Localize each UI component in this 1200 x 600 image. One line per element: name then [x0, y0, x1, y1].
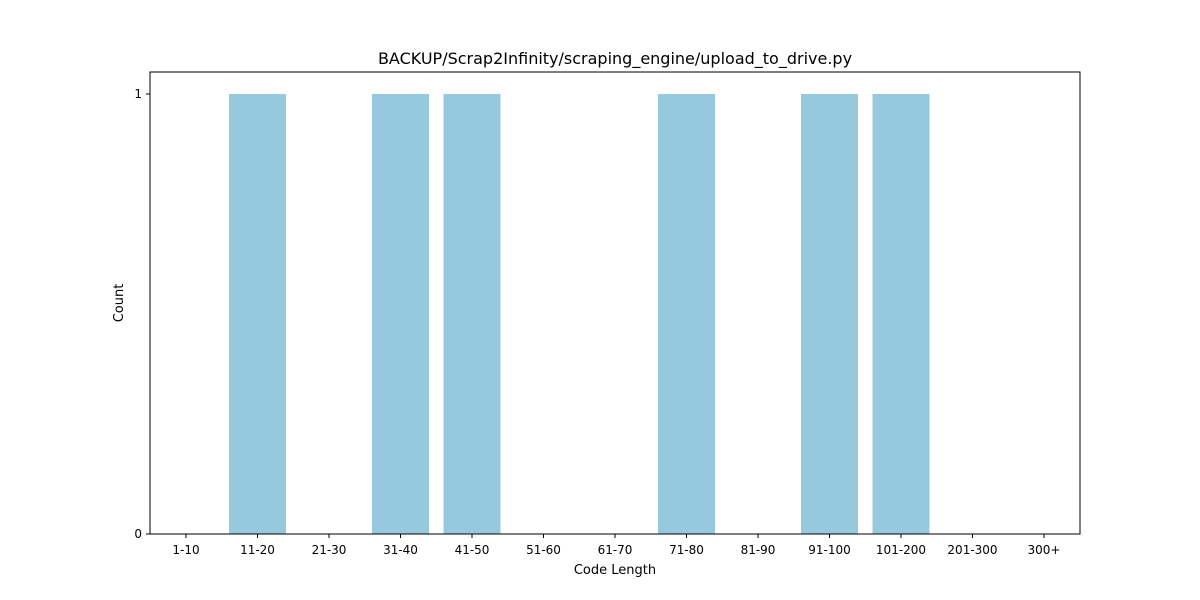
y-tick-label-0: 0 [134, 527, 142, 541]
y-tick-label-1: 1 [134, 87, 142, 101]
x-tick-label-300+: 300+ [1028, 543, 1061, 557]
x-tick-label-41-50: 41-50 [455, 543, 490, 557]
x-tick-label-1-10: 1-10 [172, 543, 199, 557]
bars-group [229, 94, 930, 534]
x-tick-label-71-80: 71-80 [669, 543, 704, 557]
x-tick-label-91-100: 91-100 [808, 543, 851, 557]
x-tick-label-51-60: 51-60 [526, 543, 561, 557]
x-tick-label-11-20: 11-20 [240, 543, 275, 557]
bar-71-80 [658, 94, 715, 534]
x-tick-label-31-40: 31-40 [383, 543, 418, 557]
bar-31-40 [372, 94, 429, 534]
x-tick-label-101-200: 101-200 [876, 543, 926, 557]
chart-title: BACKUP/Scrap2Infinity/scraping_engine/up… [378, 49, 852, 69]
bar-91-100 [801, 94, 858, 534]
bar-11-20 [229, 94, 286, 534]
x-tick-label-201-300: 201-300 [947, 543, 997, 557]
y-axis-ticks: 01 [134, 87, 150, 541]
x-axis-label: Code Length [574, 563, 656, 578]
bar-41-50 [443, 94, 501, 534]
bar-101-200 [872, 94, 930, 534]
x-tick-label-81-90: 81-90 [741, 543, 776, 557]
x-axis-ticks: 1-10 11-20 21-30 31-40 41-50 51-60 61-70 71-80 8… [172, 534, 1060, 557]
y-axis-label: Count [112, 284, 127, 323]
x-tick-label-61-70: 61-70 [598, 543, 633, 557]
x-tick-label-21-30: 21-30 [312, 543, 347, 557]
